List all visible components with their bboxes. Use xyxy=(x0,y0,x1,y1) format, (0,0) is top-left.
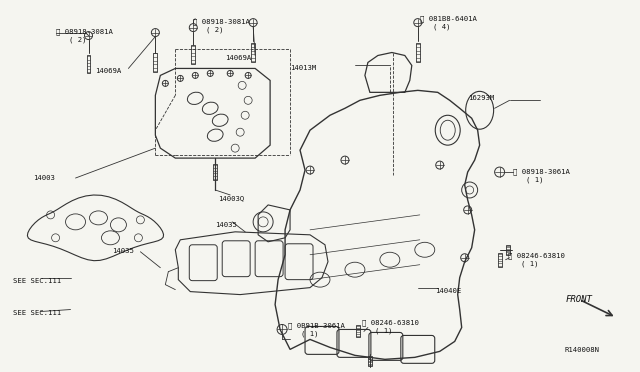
Text: 14040E: 14040E xyxy=(435,288,461,294)
Text: FRONT: FRONT xyxy=(566,295,593,304)
Text: ( 2): ( 2) xyxy=(206,26,224,33)
Text: 16293M: 16293M xyxy=(468,95,494,101)
Text: Ⓝ 0B91B-3061A: Ⓝ 0B91B-3061A xyxy=(288,323,345,329)
Text: R140008N: R140008N xyxy=(564,347,600,353)
Text: 14035: 14035 xyxy=(215,222,237,228)
Text: SEE SEC.111: SEE SEC.111 xyxy=(13,278,61,284)
Text: Ⓢ 08246-63810: Ⓢ 08246-63810 xyxy=(508,253,564,259)
Text: ( 1): ( 1) xyxy=(301,330,319,337)
Text: ( 1): ( 1) xyxy=(520,261,538,267)
Text: 14003: 14003 xyxy=(33,175,54,181)
Text: 14069A: 14069A xyxy=(225,55,252,61)
Text: ( 1): ( 1) xyxy=(375,327,392,334)
Text: Ⓑ 08918-3081A: Ⓑ 08918-3081A xyxy=(193,19,250,25)
Text: ( 4): ( 4) xyxy=(433,23,451,30)
Text: Ⓑ 081B8-6401A: Ⓑ 081B8-6401A xyxy=(420,16,477,22)
Text: ( 2): ( 2) xyxy=(68,36,86,43)
Text: 14035: 14035 xyxy=(113,248,134,254)
Text: Ⓑ 08918-3081A: Ⓑ 08918-3081A xyxy=(56,29,113,35)
Text: 14003Q: 14003Q xyxy=(218,195,244,201)
Text: 14013M: 14013M xyxy=(290,65,316,71)
Text: SEE SEC.111: SEE SEC.111 xyxy=(13,310,61,315)
Text: Ⓢ 08246-63810: Ⓢ 08246-63810 xyxy=(362,320,419,326)
Text: Ⓝ 08918-3061A: Ⓝ 08918-3061A xyxy=(513,168,570,175)
Text: ( 1): ( 1) xyxy=(525,176,543,183)
Text: 14069A: 14069A xyxy=(95,68,122,74)
